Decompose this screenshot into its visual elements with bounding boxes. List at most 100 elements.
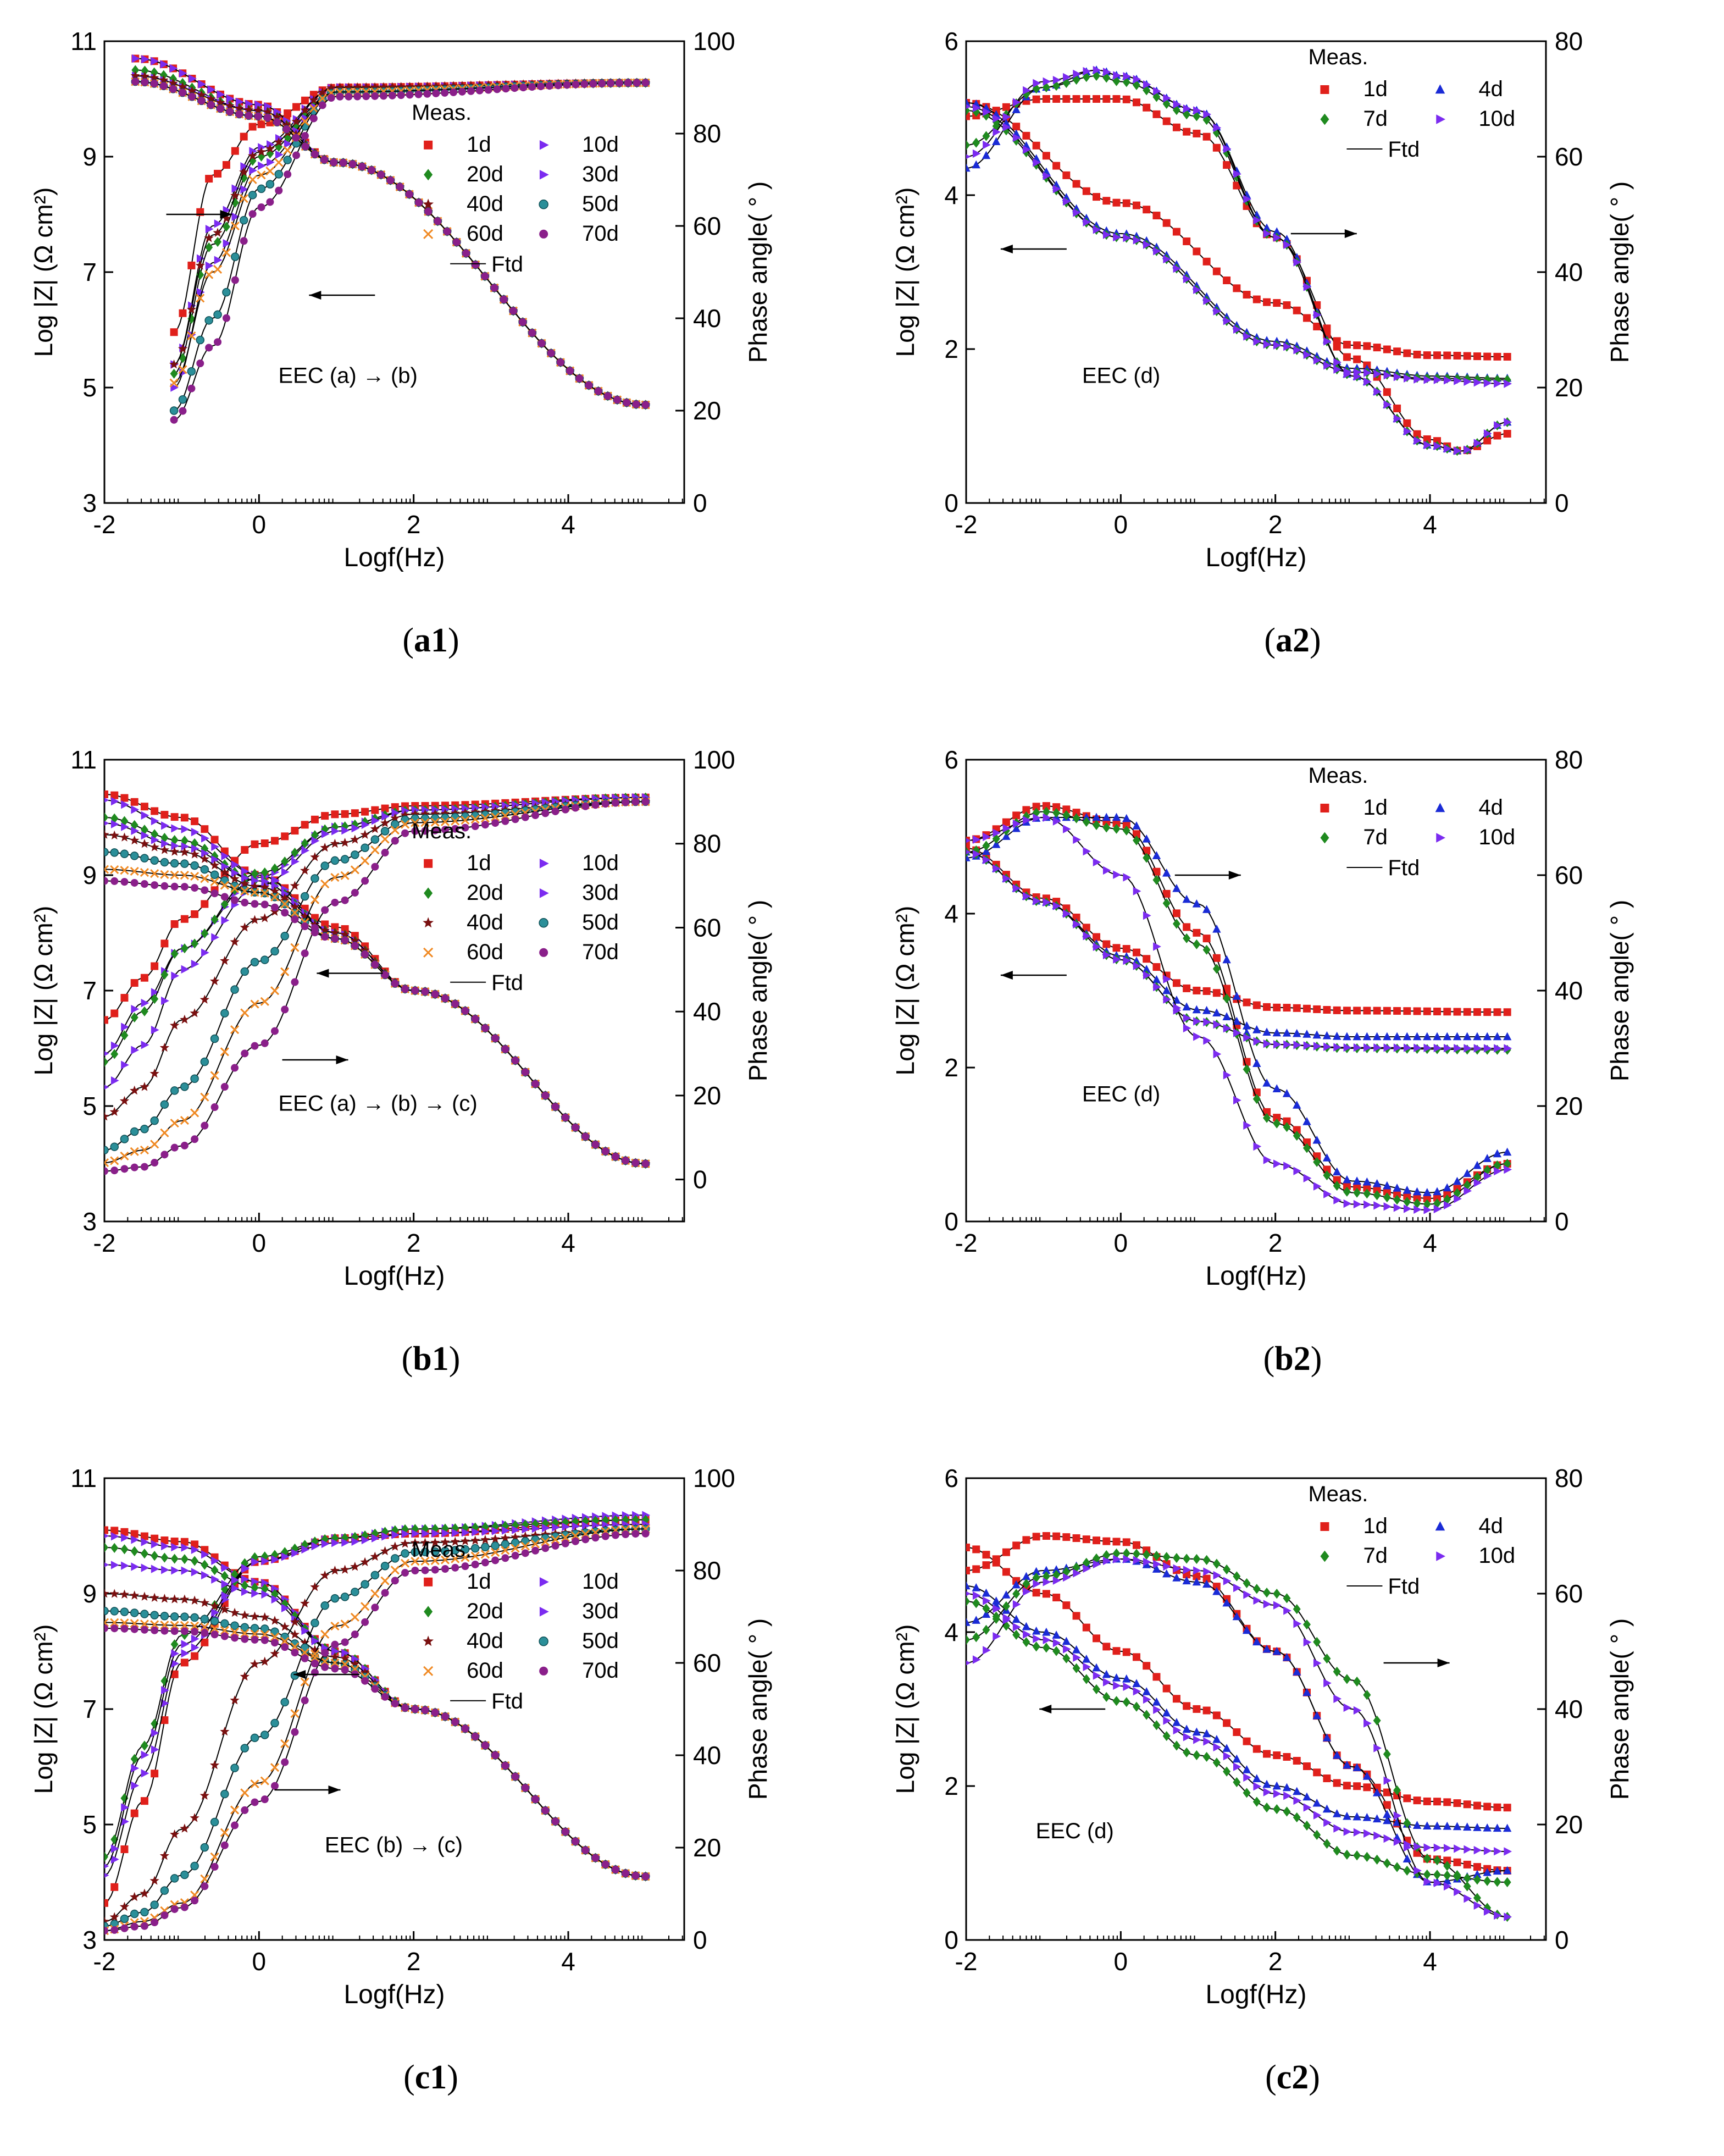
fit-line-phase-30d — [174, 82, 646, 388]
point-phase-4d — [1473, 1160, 1482, 1169]
point-phase-70d — [611, 799, 619, 807]
point-phase-7d — [1273, 1118, 1281, 1129]
point-z-70d — [120, 878, 129, 886]
point-phase-30d — [462, 804, 470, 813]
point-phase-70d — [336, 92, 344, 101]
point-phase-50d — [170, 1874, 179, 1883]
point-phase-4d — [1312, 1135, 1321, 1144]
point-z-4d — [1042, 1627, 1051, 1636]
point-phase-30d — [161, 1685, 169, 1695]
point-z-60d — [210, 1624, 219, 1633]
point-z-10d — [211, 842, 219, 852]
point-z-70d — [170, 1627, 179, 1635]
point-z-4d — [1423, 1032, 1432, 1041]
point-z-70d — [411, 987, 419, 995]
point-phase-50d — [230, 1764, 239, 1772]
point-phase-1d — [160, 939, 169, 948]
series-phase-50d — [104, 1524, 650, 1931]
point-phase-50d — [140, 1908, 149, 1917]
point-phase-40d — [104, 1111, 109, 1121]
point-phase-30d — [281, 1552, 290, 1561]
point-phase-50d — [160, 1886, 169, 1895]
point-phase-50d — [283, 156, 292, 164]
point-z-50d — [140, 1610, 149, 1618]
point-phase-10d — [1043, 813, 1051, 822]
point-phase-20d — [140, 1740, 148, 1751]
point-z-20d — [180, 1554, 189, 1565]
point-z-10d — [181, 1543, 190, 1552]
point-phase-1d — [1423, 1194, 1431, 1202]
point-phase-70d — [481, 1558, 489, 1567]
point-phase-10d — [231, 184, 240, 193]
point-phase-30d — [331, 1538, 340, 1547]
point-z-7d — [1152, 1720, 1161, 1731]
fit-line-z-60d — [135, 81, 646, 406]
point-phase-4d — [1423, 1188, 1432, 1196]
point-phase-7d — [1152, 875, 1161, 885]
point-phase-10d — [1113, 870, 1121, 879]
point-z-7d — [1313, 1829, 1321, 1840]
point-phase-1d — [1463, 1860, 1471, 1868]
point-z-4d — [1072, 1645, 1081, 1654]
y-axis-label: Log |Z| (Ω cm²) — [891, 906, 919, 1076]
point-z-1d — [191, 817, 199, 826]
point-phase-1d — [120, 1845, 129, 1854]
point-z-10d — [1443, 1844, 1452, 1853]
point-z-70d — [461, 1724, 469, 1733]
point-z-10d — [1173, 1726, 1182, 1735]
point-phase-7d — [1293, 1130, 1301, 1141]
point-z-4d — [1293, 1787, 1301, 1795]
point-z-70d — [451, 1000, 459, 1008]
point-z-10d — [1253, 337, 1262, 346]
point-phase-70d — [210, 1103, 219, 1112]
point-phase-60d — [320, 1629, 330, 1639]
legend-marker-1d — [1320, 804, 1329, 812]
point-phase-70d — [371, 92, 379, 100]
point-phase-40d — [169, 1020, 180, 1030]
point-z-70d — [471, 1015, 479, 1023]
point-phase-70d — [451, 825, 459, 833]
point-phase-1d — [1052, 1532, 1061, 1540]
point-z-70d — [547, 349, 555, 357]
point-phase-1d — [1493, 432, 1501, 440]
y-axis-label: Log |Z| (Ω cm²) — [29, 906, 58, 1076]
point-phase-10d — [1363, 1719, 1372, 1728]
point-phase-50d — [340, 855, 350, 864]
point-z-4d — [1463, 1032, 1472, 1041]
point-phase-7d — [982, 131, 990, 141]
point-z-7d — [1373, 1854, 1381, 1865]
point-phase-7d — [972, 137, 980, 148]
x-tick-label: -2 — [93, 1229, 116, 1257]
point-z-10d — [1012, 1623, 1021, 1632]
point-phase-60d — [370, 1589, 380, 1599]
point-phase-50d — [330, 1594, 340, 1603]
point-z-20d — [170, 1554, 179, 1564]
point-phase-1d — [1393, 1190, 1401, 1198]
point-z-10d — [198, 80, 207, 89]
point-z-70d — [130, 1625, 138, 1633]
point-phase-60d — [110, 1156, 119, 1165]
point-z-40d — [190, 1595, 199, 1605]
point-phase-7d — [1343, 1674, 1351, 1684]
point-phase-4d — [1012, 823, 1021, 832]
point-z-1d — [1423, 1007, 1431, 1015]
point-z-10d — [221, 852, 230, 860]
point-phase-7d — [1052, 1569, 1061, 1580]
point-phase-1d — [1062, 95, 1071, 103]
y2-axis-label: Phase angle( ° ) — [744, 1618, 772, 1800]
legend-marker-10d — [1436, 833, 1446, 843]
x-tick-label: 0 — [1114, 1947, 1128, 1976]
point-phase-4d — [1012, 105, 1021, 113]
point-phase-40d — [130, 1892, 140, 1901]
point-z-10d — [1183, 1733, 1191, 1742]
point-phase-30d — [401, 806, 410, 815]
point-z-20d — [140, 825, 148, 835]
point-phase-1d — [1183, 128, 1191, 136]
point-z-1d — [1463, 1008, 1471, 1016]
point-phase-30d — [311, 1541, 320, 1551]
eec-annotation: EEC (b) → (c) — [325, 1833, 463, 1857]
point-z-70d — [130, 878, 138, 887]
point-z-10d — [1283, 1792, 1291, 1800]
point-z-10d — [993, 864, 1001, 873]
point-phase-40d — [240, 922, 250, 932]
